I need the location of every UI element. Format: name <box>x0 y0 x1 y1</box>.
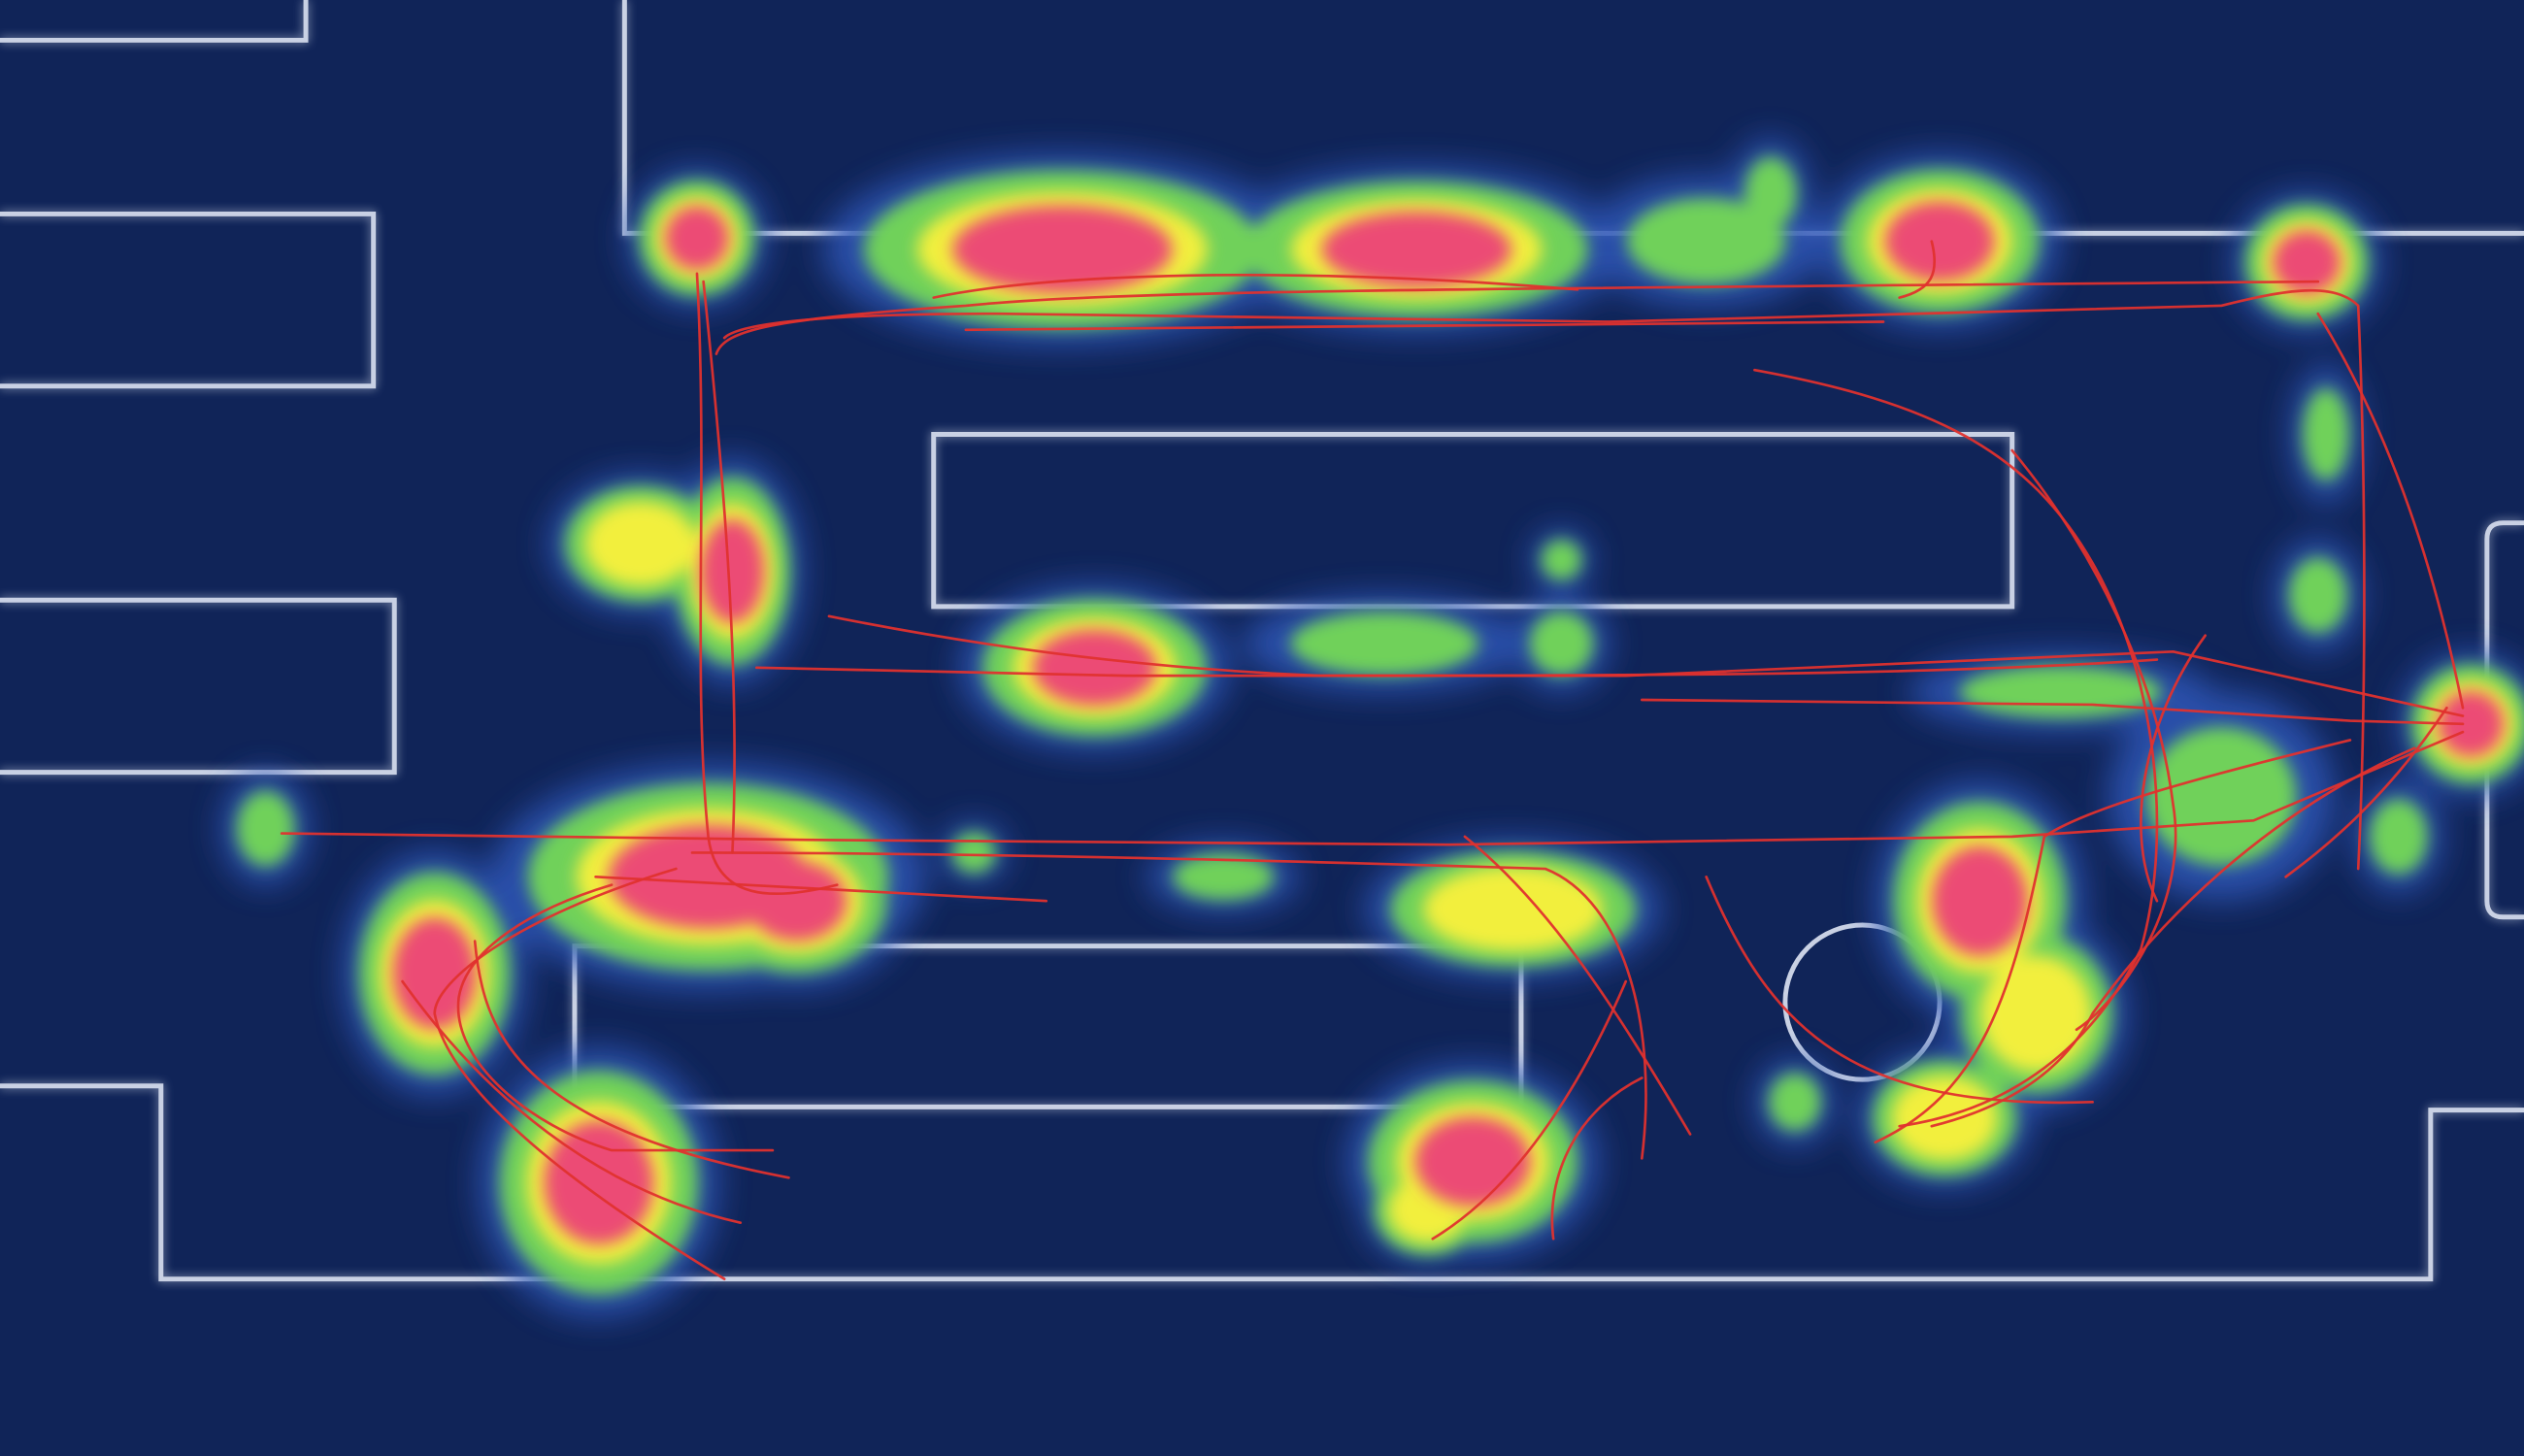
heat-layer <box>392 201 2505 1244</box>
heat-spot <box>700 518 765 623</box>
heat-spot <box>665 206 729 271</box>
heat-spot <box>1173 853 1275 901</box>
heat-spot <box>236 790 295 867</box>
heat-spot <box>1932 845 2028 956</box>
heat-spot <box>1529 612 1594 676</box>
heat-spot <box>1414 1116 1531 1207</box>
heatmap <box>221 138 2524 1317</box>
trails <box>280 240 2465 1281</box>
heat-spot <box>584 501 697 586</box>
heat-spot <box>1959 665 2162 718</box>
heat-spot <box>747 861 847 942</box>
heat-spot <box>2303 387 2349 481</box>
heat-spot <box>1541 540 1582 580</box>
heat-spot <box>1032 629 1157 706</box>
heat-spot <box>2289 557 2347 633</box>
heat-spot <box>2438 690 2505 757</box>
heat-spot <box>544 1120 654 1244</box>
heat-spot <box>2146 727 2297 866</box>
heat-spot <box>1321 211 1511 287</box>
heat-spot <box>1744 156 1797 230</box>
heat-spot <box>1769 1073 1821 1132</box>
heat-spot <box>392 917 477 1030</box>
heat-spot <box>2369 799 2428 875</box>
heat-spot <box>1626 198 1786 285</box>
heat-spot <box>1884 201 1995 281</box>
heat-spot <box>2273 230 2341 295</box>
heat-spot <box>951 832 996 874</box>
heat-spot <box>1891 1075 1998 1161</box>
heat-spot <box>1290 612 1478 676</box>
heat-spot <box>952 205 1173 294</box>
heat-spot <box>1423 866 1604 951</box>
heat-spot <box>1980 955 2092 1072</box>
